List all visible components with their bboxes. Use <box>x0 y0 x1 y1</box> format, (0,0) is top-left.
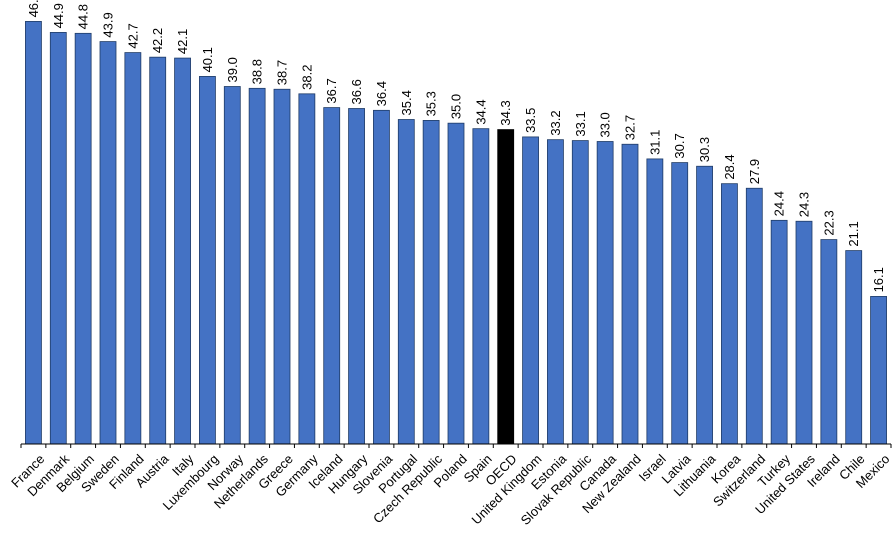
value-label: 27.9 <box>747 159 762 184</box>
value-label: 21.1 <box>846 221 861 246</box>
value-label: 40.1 <box>200 47 215 72</box>
value-label: 36.6 <box>349 79 364 104</box>
bar-portugal <box>397 119 415 445</box>
category-labels-layer: FranceDenmarkBelgiumSwedenFinlandAustria… <box>8 451 892 528</box>
bar-hungary <box>348 108 365 445</box>
bar-poland <box>447 122 465 445</box>
value-label: 35.4 <box>399 90 414 115</box>
value-label: 46.1 <box>26 0 41 17</box>
bar-norway <box>223 86 241 445</box>
value-label: 33.1 <box>573 111 588 136</box>
value-label: 30.3 <box>697 137 712 162</box>
value-label: 24.4 <box>772 191 787 216</box>
value-label: 39.0 <box>225 57 240 82</box>
bar-iceland <box>323 107 341 445</box>
bar-czech-republic <box>422 120 440 445</box>
value-label: 42.7 <box>125 23 140 48</box>
value-label: 33.2 <box>548 110 563 135</box>
bar-netherlands <box>248 87 266 445</box>
bar-united-states <box>795 220 813 445</box>
value-label: 36.7 <box>324 78 339 103</box>
value-label: 38.2 <box>299 65 314 90</box>
value-label: 33.0 <box>598 112 613 137</box>
bar-israel <box>646 158 664 445</box>
value-label: 44.9 <box>51 3 66 28</box>
value-label: 38.8 <box>250 59 265 84</box>
value-label: 31.1 <box>647 130 662 155</box>
bar-slovenia <box>373 109 390 445</box>
value-label: 30.7 <box>672 133 687 158</box>
bar-luxembourg <box>199 76 216 445</box>
bar-sweden <box>99 41 117 445</box>
bar-greece <box>273 88 291 445</box>
bar-lithuania <box>696 165 713 445</box>
bar-oecd <box>497 129 515 445</box>
value-label: 33.5 <box>523 108 538 133</box>
bar-new-zealand <box>621 143 639 445</box>
bars-layer <box>25 21 887 445</box>
bar-france <box>25 21 42 445</box>
value-label: 32.7 <box>623 115 638 140</box>
value-label: 38.7 <box>275 60 290 85</box>
bar-spain <box>472 128 490 445</box>
bar-finland <box>124 52 142 445</box>
value-label: 16.1 <box>871 267 886 292</box>
bar-turkey <box>770 219 788 445</box>
bar-austria <box>149 56 167 445</box>
value-label: 34.3 <box>498 100 513 125</box>
value-label: 42.2 <box>150 28 165 53</box>
value-label: 43.9 <box>101 12 116 37</box>
value-label: 35.3 <box>424 91 439 116</box>
bar-estonia <box>547 139 564 445</box>
bar-mexico <box>870 296 887 445</box>
bar-germany <box>298 93 316 445</box>
bar-canada <box>596 141 614 445</box>
bar-ireland <box>820 239 838 445</box>
bar-united-kingdom <box>522 136 539 445</box>
value-label: 22.3 <box>821 210 836 235</box>
bar-switzerland <box>745 187 763 445</box>
value-label: 36.4 <box>374 81 389 106</box>
bar-latvia <box>671 162 689 445</box>
value-label: 34.4 <box>473 99 488 124</box>
value-label: 44.8 <box>76 4 91 29</box>
axis-layer <box>20 443 892 448</box>
bar-slovak-republic <box>571 140 589 445</box>
bar-italy <box>174 57 191 445</box>
bar-korea <box>721 183 738 445</box>
value-labels-layer: 46.1 44.9 44.8 43.9 42.7 42.2 42.1 40.1 39.0 38.8… <box>26 0 886 292</box>
value-label: 35.0 <box>449 94 464 119</box>
value-label: 42.1 <box>175 29 190 54</box>
bar-chile <box>845 250 863 445</box>
value-label: 28.4 <box>722 154 737 179</box>
bar-belgium <box>74 32 92 445</box>
bar-denmark <box>49 32 67 445</box>
value-label: 24.3 <box>797 192 812 217</box>
